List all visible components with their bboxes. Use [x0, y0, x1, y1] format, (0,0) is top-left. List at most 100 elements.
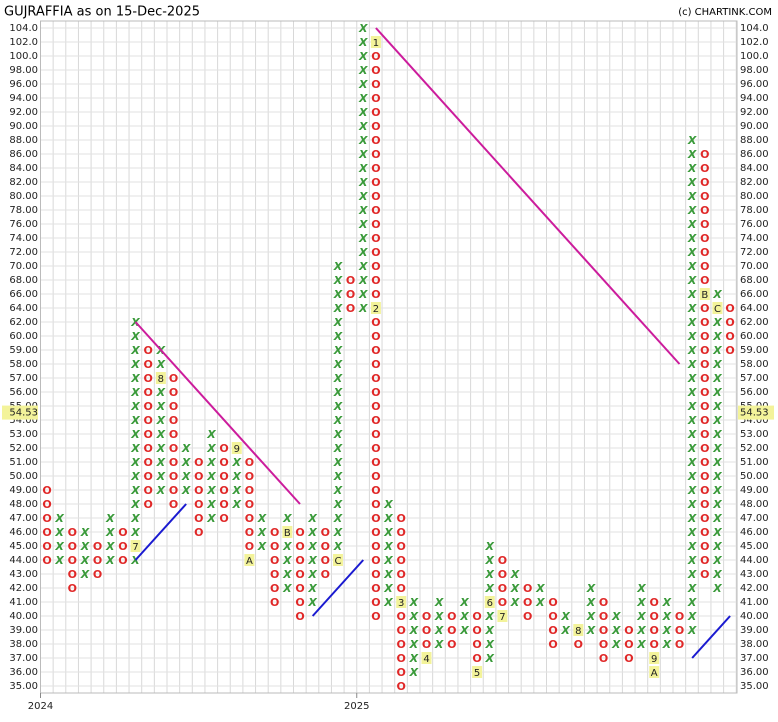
x-box: X — [611, 610, 621, 623]
o-box: O — [700, 246, 709, 259]
o-box: O — [219, 470, 228, 483]
o-box: O — [93, 568, 102, 581]
o-box: O — [144, 358, 153, 371]
o-box: O — [144, 428, 153, 441]
x-box: X — [409, 610, 419, 623]
o-box: O — [447, 610, 456, 623]
o-box: O — [675, 610, 684, 623]
trend-line — [311, 559, 364, 617]
x-box: X — [687, 568, 697, 581]
x-box: X — [333, 330, 343, 343]
x-box: X — [687, 274, 697, 287]
x-box: X — [358, 92, 368, 105]
y-tick-label: 53.00 — [9, 429, 38, 440]
o-box: O — [68, 568, 77, 581]
o-box: O — [169, 470, 178, 483]
x-box: X — [383, 512, 393, 525]
x-box: X — [383, 596, 393, 609]
o-box: O — [245, 540, 254, 553]
x-box: X — [333, 428, 343, 441]
o-box: O — [447, 638, 456, 651]
x-box: X — [130, 484, 140, 497]
x-box: X — [333, 274, 343, 287]
o-box: O — [700, 484, 709, 497]
y-tick-label: 90.00 — [9, 121, 38, 132]
x-box: X — [485, 638, 495, 651]
x-box: X — [333, 414, 343, 427]
x-box: X — [485, 554, 495, 567]
o-box: O — [700, 470, 709, 483]
x-box: X — [105, 554, 115, 567]
o-box: O — [700, 540, 709, 553]
o-box: O — [169, 498, 178, 511]
o-box: O — [371, 596, 380, 609]
y-tick-label: 62.00 — [9, 317, 38, 328]
month-marker-bg — [699, 288, 710, 300]
o-box: O — [624, 652, 633, 665]
x-box: X — [662, 624, 672, 637]
x-box: X — [687, 582, 697, 595]
x-box: X — [434, 610, 444, 623]
x-box: X — [712, 414, 722, 427]
o-box: O — [700, 414, 709, 427]
o-box: O — [144, 484, 153, 497]
y-tick-label-right: 62.00 — [740, 317, 769, 328]
x-box: X — [687, 386, 697, 399]
o-box: O — [700, 330, 709, 343]
o-box: O — [371, 358, 380, 371]
x-box: X — [156, 456, 166, 469]
x-box: X — [80, 568, 90, 581]
x-box: X — [459, 596, 469, 609]
month-marker-bg — [649, 652, 660, 664]
x-box: X — [712, 456, 722, 469]
y-tick-label-right: 50.00 — [740, 471, 769, 482]
x-box: X — [409, 666, 419, 679]
o-box: O — [295, 540, 304, 553]
x-box: X — [54, 554, 64, 567]
o-box: O — [371, 50, 380, 63]
x-box: X — [206, 484, 216, 497]
x-box: X — [232, 498, 242, 511]
o-box: O — [295, 596, 304, 609]
x-box: X — [181, 484, 191, 497]
x-box: X — [307, 526, 317, 539]
x-box: X — [358, 78, 368, 91]
x-box: X — [712, 554, 722, 567]
x-box: X — [485, 582, 495, 595]
x-box: X — [257, 526, 267, 539]
x-box: X — [206, 428, 216, 441]
x-box: X — [282, 540, 292, 553]
x-box: X — [687, 596, 697, 609]
month-marker: 8 — [158, 374, 164, 385]
x-box: X — [130, 498, 140, 511]
x-box: X — [54, 540, 64, 553]
x-box: X — [712, 512, 722, 525]
y-tick-label: 46.00 — [9, 527, 38, 538]
y-tick-label-right: 80.00 — [740, 191, 769, 202]
column: XXX — [611, 610, 621, 651]
x-box: X — [712, 498, 722, 511]
y-tick-label: 36.00 — [9, 667, 38, 678]
x-box: X — [712, 540, 722, 553]
x-box: X — [80, 540, 90, 553]
o-box: O — [42, 512, 51, 525]
o-box: O — [295, 526, 304, 539]
y-tick-label: 57.00 — [9, 373, 38, 384]
o-box: O — [321, 568, 330, 581]
o-box: O — [270, 582, 279, 595]
x-box: X — [434, 624, 444, 637]
x-box: X — [130, 330, 140, 343]
o-box: O — [270, 596, 279, 609]
o-box: O — [472, 652, 481, 665]
x-box: X — [206, 470, 216, 483]
x-box: X — [687, 190, 697, 203]
o-box: O — [700, 358, 709, 371]
x-box: X — [712, 428, 722, 441]
x-box: X — [130, 372, 140, 385]
